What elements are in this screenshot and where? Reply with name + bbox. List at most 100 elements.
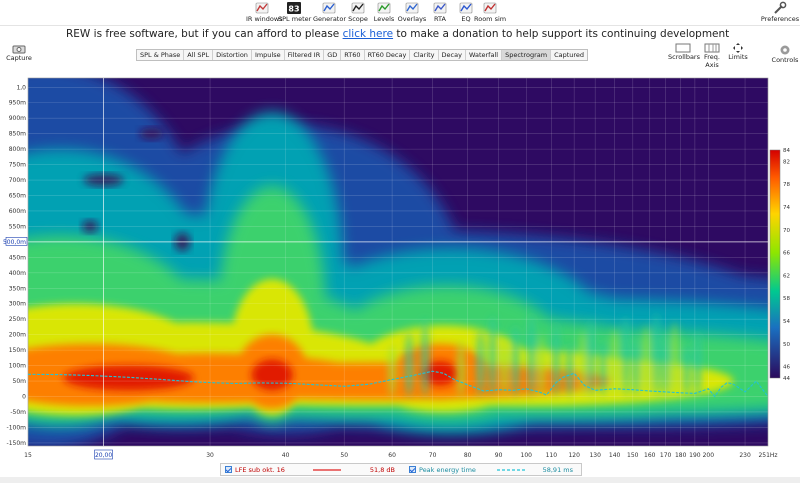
y-tick-label: 750m [9,162,26,169]
colour-scale-tick: 44 [783,376,790,382]
heat-hole [82,220,99,233]
cursor-y-readout-box [5,237,28,246]
y-tick-label: 1,0 [16,84,26,91]
mode-spike [405,331,413,397]
x-axis: 15 20,00 30 40 50 60 70 80 90 100 110 120 130 140 150 1… [24,449,778,460]
x-tick-label: 100 [521,452,533,459]
preferences-label: Preferences [760,15,800,23]
tab-spl-phase[interactable]: SPL & Phase [137,50,185,60]
peak-energy-checkbox[interactable] [409,466,416,473]
toolbar-label: Scope [348,15,368,23]
x-tick-label: 80 [464,452,472,459]
mode-spike [579,331,586,397]
limits-label: Limits [728,53,748,61]
freq-axis-button[interactable]: Freq. Axis [698,43,726,69]
eq-icon [459,2,473,14]
mode-spike [643,325,650,397]
tab-rt60[interactable]: RT60 [341,50,365,60]
x-tick-label: 50 [340,452,348,459]
tab-spectrogram[interactable]: Spectrogram [502,50,552,60]
mode-spike [683,343,690,397]
mode-spike [457,340,465,397]
tab-impulse[interactable]: Impulse [252,50,285,60]
mode-spike [512,325,519,397]
x-tick-label: 160 [644,452,656,459]
toolbar-overlays-button[interactable]: Overlays [396,0,428,26]
toolbar-scope-button[interactable]: Scope [342,0,374,26]
toolbar-label: Generator [313,15,347,23]
scrollbars-button[interactable]: Scrollbars [668,43,700,61]
tab-all-spl[interactable]: All SPL [184,50,214,60]
toolbar-levels-button[interactable]: Levels [368,0,400,26]
limits-button[interactable]: Limits [726,43,750,61]
freq-axis-icon [704,43,720,53]
controls-button[interactable]: Controls [770,44,800,64]
toolbar-spl-meter-button[interactable]: 83 SPL meter [278,0,311,26]
x-tick-label: 40 [282,452,290,459]
mode-spike [587,319,595,397]
toolbar-room-sim-button[interactable]: Room sim [474,0,506,26]
colour-scale-tick: 70 [783,228,790,234]
colour-scale-tick: 84 [783,148,790,154]
capture-button[interactable]: Capture [6,44,32,62]
x-tick-label: 60 [388,452,396,459]
lfe-line-swatch [313,468,341,471]
gear-icon [780,45,790,55]
toolbar-label: Overlays [397,15,427,23]
heat-hole [139,127,164,140]
y-tick-label: 100m [9,363,26,370]
y-tick-label: 450m [9,254,26,261]
rta-icon [433,2,447,14]
donate-link[interactable]: click here [342,28,394,40]
heat-blob [422,360,458,386]
x-tick-label: 230 [739,452,751,459]
toolbar-label: IR windows [246,15,283,23]
toolbar-eq-button[interactable]: EQ [450,0,482,26]
y-tick-label: 650m [9,193,26,200]
lfe-legend-value: 51,8 dB [369,465,395,474]
y-tick-label: 400m [9,270,26,277]
toolbar-generator-button[interactable]: Generator [313,0,347,26]
tab-captured[interactable]: Captured [554,51,585,59]
mode-spike [694,331,701,397]
banner-text: REW is free software, but if you can aff… [66,28,343,40]
tab-clarity[interactable]: Clarity [410,50,439,60]
toolbar-rta-button[interactable]: RTA [424,0,456,26]
camera-icon [12,45,26,54]
colour-scale-tick: 62 [783,273,790,279]
y-tick-label: 200m [9,332,26,339]
donation-banner: REW is free software, but if you can aff… [66,28,729,40]
mode-spike [538,334,545,397]
controls-label: Controls [771,56,799,64]
tab-gd[interactable]: GD [324,50,342,60]
lfe-checkbox[interactable] [225,466,232,473]
peak-energy-line-swatch [497,468,525,471]
mode-spike [566,343,573,397]
peak-energy-trace [28,370,768,398]
y-tick-label: 700m [9,177,26,184]
y-tick-label: -50m [10,409,26,416]
mode-spike [671,322,678,397]
tab-distortion[interactable]: Distortion [213,50,252,60]
peak-energy-line [28,370,768,398]
scrollbars-label: Scrollbars [668,53,700,61]
y-tick-label: 350m [9,285,26,292]
spectrogram-chart[interactable]: 1,0 950m 900m 850m 800m 750m 700m 650m 600m 550m 5… [0,66,800,463]
tab-decay[interactable]: Decay [439,50,466,60]
heat-blob [63,365,194,391]
y-axis: 1,0 950m 900m 850m 800m 750m 700m 650m 600m 550m 5… [3,84,28,447]
toolbar-ir-windows-button[interactable]: IR windows [246,0,283,26]
colour-scale-tick: 82 [783,159,790,165]
tab-filtered-ir[interactable]: Filtered IR [285,50,325,60]
colour-scale-tick: 66 [783,251,790,257]
x-tick-label: 170 [660,452,672,459]
y-tick-label: 300m [9,301,26,308]
tab-rt60-decay[interactable]: RT60 Decay [365,50,411,60]
spectrogram-panel: 1,0 950m 900m 850m 800m 750m 700m 650m 600m 550m 5… [0,66,800,463]
tab-waterfall[interactable]: Waterfall [466,50,503,60]
main-toolbar: IR windows 83 SPL meter Generator Scope Level… [0,0,800,26]
preferences-button[interactable]: Preferences [760,0,800,26]
mode-spike [662,334,669,397]
y-tick-label: -150m [7,440,27,447]
mode-spike [622,316,629,397]
